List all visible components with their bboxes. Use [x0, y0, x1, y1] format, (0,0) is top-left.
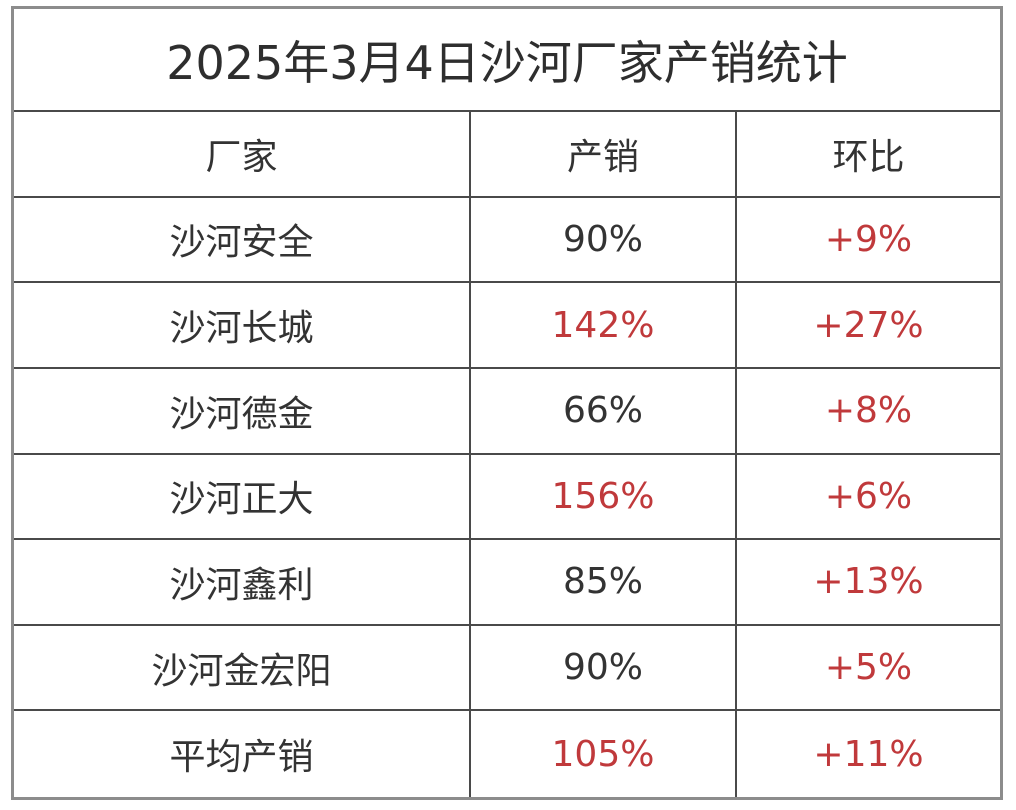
stats-table: 厂家 产销 环比 沙河安全 90% +9% 沙河长城 142% +27% 沙河德…	[14, 112, 1000, 797]
average-label-cell: 平均产销	[14, 711, 471, 797]
manufacturer-cell: 沙河德金	[14, 368, 471, 455]
header-manufacturer: 厂家	[14, 112, 471, 198]
change-cell: +5%	[737, 626, 1000, 712]
output-cell: 156%	[471, 454, 737, 541]
manufacturer-cell: 沙河鑫利	[14, 540, 471, 626]
average-output-cell: 105%	[471, 711, 737, 797]
output-cell: 85%	[471, 540, 737, 626]
table-title: 2025年3月4日沙河厂家产销统计	[14, 9, 1000, 112]
change-cell: +8%	[737, 369, 1000, 455]
output-cell: 90%	[471, 625, 737, 712]
manufacturer-cell: 沙河金宏阳	[14, 625, 471, 712]
change-cell: +6%	[737, 455, 1000, 541]
manufacturer-cell: 沙河长城	[14, 283, 471, 369]
manufacturer-cell: 沙河安全	[14, 197, 471, 284]
header-output: 产销	[471, 112, 737, 198]
manufacturer-cell: 沙河正大	[14, 454, 471, 541]
output-cell: 142%	[471, 283, 737, 369]
table-frame: 2025年3月4日沙河厂家产销统计 厂家 产销 环比 沙河安全 90% +9% …	[11, 6, 1003, 800]
change-cell: +9%	[737, 198, 1000, 284]
change-cell: +27%	[737, 283, 1000, 369]
average-change-cell: +11%	[813, 733, 924, 775]
change-cell: +13%	[737, 540, 1000, 626]
output-cell: 66%	[471, 368, 737, 455]
header-change: 环比	[737, 112, 1000, 198]
output-cell: 90%	[471, 197, 737, 284]
